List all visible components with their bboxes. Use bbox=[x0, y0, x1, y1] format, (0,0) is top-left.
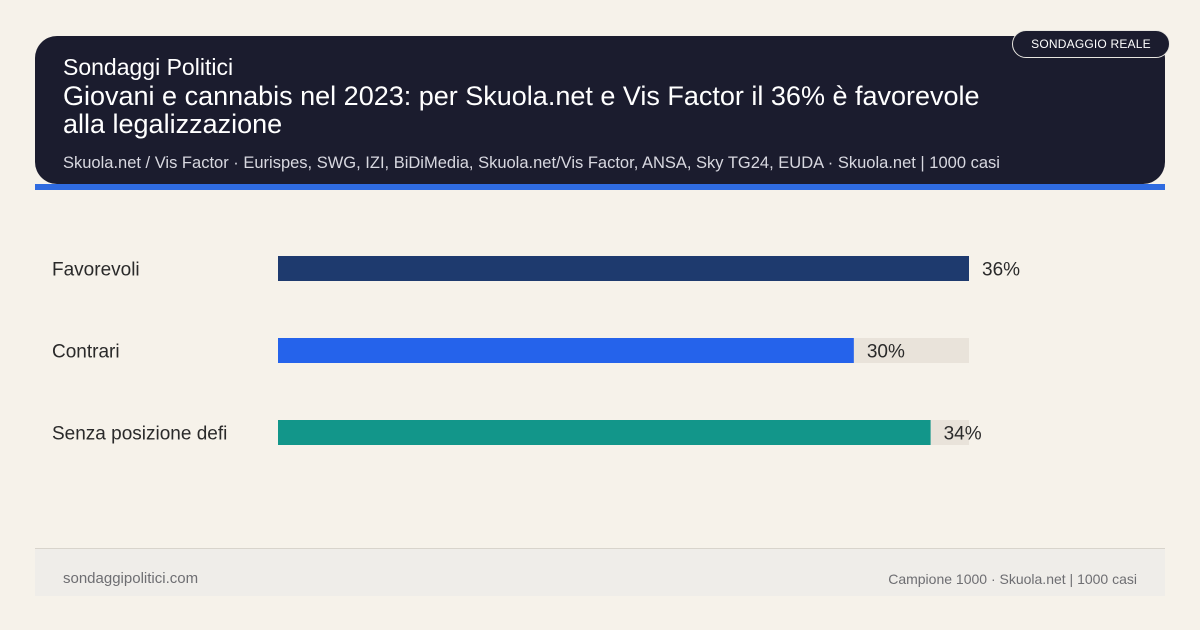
accent-bar bbox=[35, 184, 1165, 190]
site-kicker: Sondaggi Politici bbox=[63, 54, 234, 80]
value-label: 34% bbox=[944, 424, 982, 445]
chart-header: Sondaggi Politici Giovani e cannabis nel… bbox=[35, 36, 1165, 184]
category-label: Contrari bbox=[52, 342, 120, 363]
bar bbox=[278, 338, 854, 363]
value-label: 30% bbox=[867, 342, 905, 363]
category-label: Favorevoli bbox=[52, 260, 140, 281]
chart-title: Giovani e cannabis nel 2023: per Skuola.… bbox=[63, 81, 980, 139]
footer: sondaggipolitici.com Campione 1000 · Sku… bbox=[35, 548, 1165, 596]
bar bbox=[278, 420, 931, 445]
bar bbox=[278, 256, 969, 281]
footer-meta: Campione 1000 · Skuola.net | 1000 casi bbox=[888, 571, 1137, 587]
value-label: 36% bbox=[982, 260, 1020, 281]
real-poll-badge: SONDAGGIO REALE bbox=[1012, 30, 1170, 58]
bar-chart: Favorevoli 36% Contrari 30% Senza posizione … bbox=[52, 256, 1020, 445]
sources-line: Skuola.net / Vis Factor · Eurispes, SWG,… bbox=[63, 154, 1000, 172]
footer-site[interactable]: sondaggipolitici.com bbox=[63, 570, 199, 587]
category-label: Senza posizione defi bbox=[52, 424, 227, 445]
